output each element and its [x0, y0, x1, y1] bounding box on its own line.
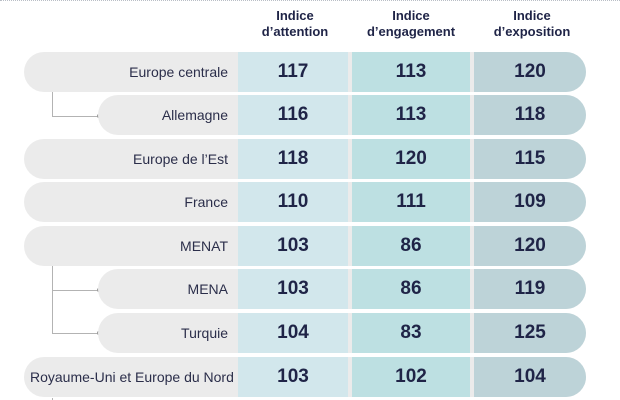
hierarchy-connector: [52, 333, 98, 334]
value-exposition: 118: [474, 95, 586, 135]
row-label: Europe centrale: [129, 64, 228, 80]
hierarchy-connector: [52, 92, 53, 116]
row-label: France: [184, 194, 228, 210]
value-attention: 117: [238, 52, 348, 92]
table-row: Europe centrale 117 113 120: [0, 52, 620, 92]
value-exposition: 119: [474, 269, 586, 309]
value-engagement: 113: [352, 52, 470, 92]
value-attention: 104: [238, 313, 348, 353]
row-label: Turquie: [181, 325, 228, 341]
value-exposition: 120: [474, 52, 586, 92]
value-engagement: 83: [352, 313, 470, 353]
value-attention: 118: [238, 139, 348, 179]
table-row: MENAT 103 86 120: [0, 226, 620, 266]
value-engagement: 86: [352, 269, 470, 309]
value-engagement: 111: [352, 182, 470, 222]
header-engagement-label: Indice d’engagement: [366, 8, 456, 39]
value-exposition: 115: [474, 139, 586, 179]
table-row: MENA 103 86 119: [0, 269, 620, 309]
value-attention: 103: [238, 357, 348, 397]
hierarchy-connector: [52, 116, 98, 117]
value-engagement: 120: [352, 139, 470, 179]
value-attention: 110: [238, 182, 348, 222]
table-row: France 110 111 109: [0, 182, 620, 222]
value-engagement: 113: [352, 95, 470, 135]
row-label: Europe de l’Est: [133, 151, 228, 167]
hierarchy-connector: [52, 290, 98, 291]
value-exposition: 120: [474, 226, 586, 266]
value-exposition: 109: [474, 182, 586, 222]
value-exposition: 104: [474, 357, 586, 397]
value-engagement: 102: [352, 357, 470, 397]
hierarchy-connector: [52, 266, 53, 333]
header-exposition-label: Indice d’exposition: [493, 8, 571, 39]
table-row: Royaume-Uni et Europe du Nord 103 102 104: [0, 357, 620, 397]
value-exposition: 125: [474, 313, 586, 353]
row-label: MENAT: [180, 238, 228, 254]
header-attention: Indice d’attention: [246, 8, 344, 48]
header-exposition: Indice d’exposition: [474, 8, 590, 48]
value-attention: 116: [238, 95, 348, 135]
top-dotted-line: [0, 0, 620, 7]
row-label: MENA: [187, 281, 228, 297]
table-row: Europe de l’Est 118 120 115: [0, 139, 620, 179]
hierarchy-connector: [52, 398, 53, 400]
header-attention-label: Indice d’attention: [261, 8, 329, 39]
value-engagement: 86: [352, 226, 470, 266]
table-row: Turquie 104 83 125: [0, 313, 620, 353]
header-engagement: Indice d’engagement: [352, 8, 470, 48]
row-label: Royaume-Uni et Europe du Nord: [30, 369, 234, 385]
row-label: Allemagne: [161, 107, 228, 123]
value-attention: 103: [238, 226, 348, 266]
table-row: Allemagne 116 113 118: [0, 95, 620, 135]
value-attention: 103: [238, 269, 348, 309]
